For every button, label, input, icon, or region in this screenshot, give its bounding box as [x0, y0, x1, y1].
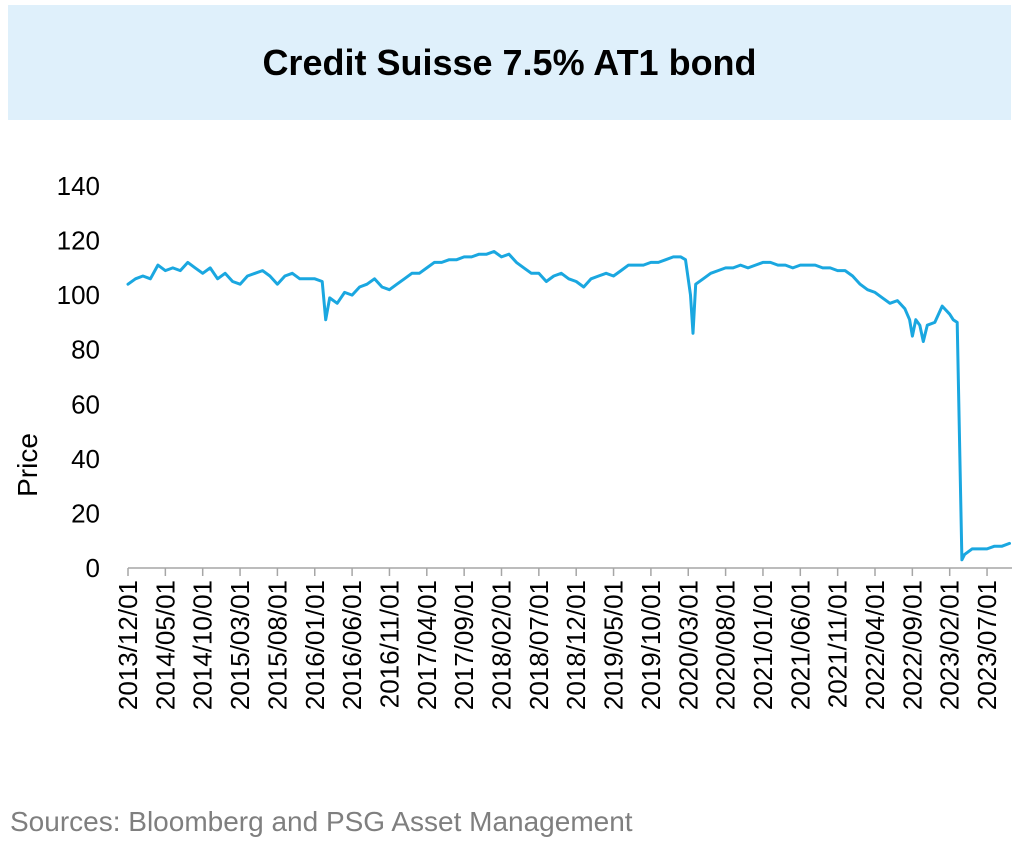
x-tick-label: 2014/10/01 — [188, 580, 218, 710]
y-tick-label: 80 — [71, 335, 100, 365]
x-tick-label: 2018/02/01 — [487, 580, 517, 710]
y-tick-label: 0 — [86, 553, 100, 583]
x-tick-label: 2019/05/01 — [599, 580, 629, 710]
x-tick-label: 2020/08/01 — [711, 580, 741, 710]
x-tick-label: 2023/02/01 — [935, 580, 965, 710]
y-tick-label: 40 — [71, 444, 100, 474]
x-tick-label: 2013/12/01 — [113, 580, 143, 710]
x-tick-label: 2017/09/01 — [449, 580, 479, 710]
x-tick-label: 2016/06/01 — [337, 580, 367, 710]
x-tick-label: 2020/03/01 — [673, 580, 703, 710]
y-tick-label: 120 — [57, 226, 100, 256]
x-tick-label: 2023/07/01 — [972, 580, 1002, 710]
x-tick-label: 2015/08/01 — [262, 580, 292, 710]
series-layer — [126, 250, 1011, 562]
x-tick-label: 2016/01/01 — [300, 580, 330, 710]
source-note: Sources: Bloomberg and PSG Asset Managem… — [10, 806, 633, 837]
price-series-line — [126, 250, 1011, 562]
title-banner: Credit Suisse 7.5% AT1 bond — [8, 5, 1011, 120]
x-tick-label: 2022/09/01 — [897, 580, 927, 710]
x-tick-label: 2022/04/01 — [860, 580, 890, 710]
x-tick-label: 2014/05/01 — [150, 580, 180, 710]
y-tick-label: 20 — [71, 498, 100, 528]
x-tick-label: 2015/03/01 — [225, 580, 255, 710]
chart-title: Credit Suisse 7.5% AT1 bond — [262, 41, 757, 83]
x-tick-label: 2017/04/01 — [412, 580, 442, 710]
x-tick-label: 2021/01/01 — [748, 580, 778, 710]
x-tick-label: 2018/12/01 — [561, 580, 591, 710]
y-axis-ticks: 0 20 40 60 80 100 120 140 — [57, 171, 100, 583]
x-axis-ticks: 2013/12/01 2014/05/01 2014/10/01 2015/03/01… — [113, 568, 1002, 710]
y-tick-label: 60 — [71, 389, 100, 419]
x-tick-label: 2018/07/01 — [524, 580, 554, 710]
x-tick-label: 2021/06/01 — [785, 580, 815, 710]
y-tick-label: 100 — [57, 280, 100, 310]
x-tick-label: 2016/11/01 — [374, 580, 404, 708]
x-tick-label: 2021/11/01 — [823, 580, 853, 708]
y-axis-title: Price — [12, 433, 43, 497]
x-tick-label: 2019/10/01 — [636, 580, 666, 710]
y-tick-label: 140 — [57, 171, 100, 201]
